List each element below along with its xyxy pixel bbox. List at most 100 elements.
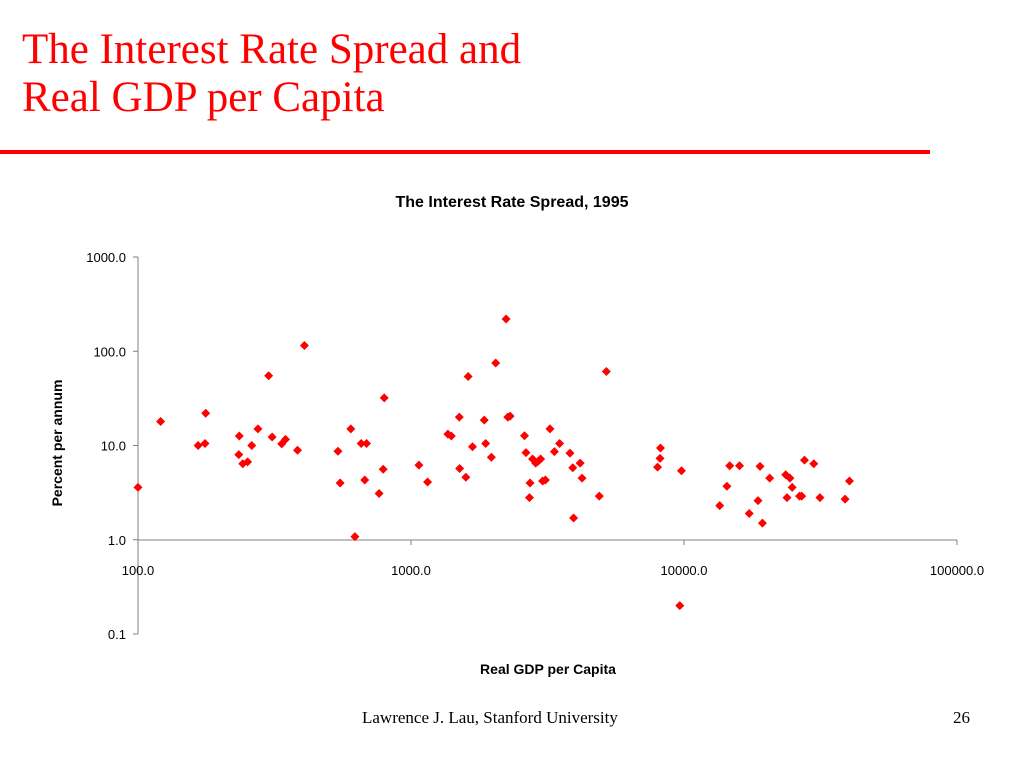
data-point <box>809 459 819 469</box>
chart-title: The Interest Rate Spread, 1995 <box>396 194 629 211</box>
data-point <box>757 518 767 528</box>
data-point <box>753 496 763 506</box>
data-point <box>423 477 433 487</box>
data-point <box>414 460 424 470</box>
data-point <box>787 482 797 492</box>
x-tick-label: 10000.0 <box>661 563 708 578</box>
data-point <box>486 452 496 462</box>
data-point <box>234 450 244 460</box>
data-point <box>264 371 274 381</box>
data-point <box>299 341 309 351</box>
data-point <box>575 458 585 468</box>
data-point <box>454 412 464 422</box>
data-point <box>461 472 471 482</box>
x-tick-label: 100.0 <box>122 563 155 578</box>
data-point <box>378 464 388 474</box>
title-divider <box>0 150 930 154</box>
data-point <box>346 424 356 434</box>
data-point <box>267 432 277 442</box>
data-point <box>360 475 370 485</box>
data-point <box>243 457 253 467</box>
data-point <box>468 442 478 452</box>
data-point <box>525 478 535 488</box>
data-point <box>744 508 754 518</box>
data-point <box>655 443 665 453</box>
page-number: 26 <box>953 708 970 727</box>
data-point <box>335 478 345 488</box>
y-tick-label: 1000.0 <box>86 250 126 265</box>
data-point <box>755 461 765 471</box>
data-point <box>463 371 473 381</box>
interest-spread-chart: The Interest Rate Spread, 1995 1000.0100… <box>49 194 984 677</box>
data-point <box>675 601 685 611</box>
y-tick-label: 100.0 <box>93 344 126 359</box>
data-point <box>521 448 531 458</box>
data-point <box>540 475 550 485</box>
data-point <box>356 439 366 449</box>
data-point <box>281 434 291 444</box>
data-point <box>156 416 166 426</box>
data-point <box>565 448 575 458</box>
data-point <box>782 493 792 503</box>
data-point <box>247 441 257 450</box>
slide-title-line-1: The Interest Rate Spread and <box>22 26 522 73</box>
data-point <box>655 453 665 463</box>
x-axis-title: Real GDP per Capita <box>480 661 616 677</box>
data-point <box>446 431 456 441</box>
data-point <box>653 462 663 472</box>
y-tick-label: 1.0 <box>108 533 126 548</box>
data-point <box>253 424 263 434</box>
data-point <box>481 439 491 449</box>
data-point <box>479 415 489 425</box>
slide-title: The Interest Rate Spread and Real GDP pe… <box>22 26 521 122</box>
data-point <box>333 446 343 456</box>
y-tick-label: 0.1 <box>108 627 126 642</box>
y-axis-title: Percent per annum <box>49 380 65 507</box>
data-point <box>201 408 211 418</box>
chart-tick-labels: 1000.0 100.0 10.0 1.0 0.1 100.0 1000.0 10000.0 1… <box>86 250 984 642</box>
data-point <box>524 493 534 503</box>
data-point <box>374 488 384 498</box>
data-point <box>725 461 735 471</box>
data-point <box>200 439 210 449</box>
data-point <box>536 454 546 464</box>
data-point <box>193 441 203 450</box>
data-point <box>505 411 515 421</box>
data-point <box>350 532 360 542</box>
data-point <box>735 461 745 471</box>
data-point <box>785 473 795 483</box>
chart-axes <box>133 256 958 635</box>
data-point <box>577 473 587 483</box>
data-point <box>815 493 825 503</box>
data-point <box>840 494 850 504</box>
data-point <box>545 424 555 434</box>
data-point <box>549 447 559 457</box>
data-point <box>797 491 807 501</box>
data-point <box>501 314 511 324</box>
data-point <box>491 358 501 368</box>
data-point <box>715 501 725 511</box>
data-point <box>133 482 143 492</box>
data-point <box>455 464 465 474</box>
data-point <box>293 445 303 455</box>
data-point <box>601 366 611 376</box>
x-tick-label: 1000.0 <box>391 563 431 578</box>
chart-data-points <box>133 314 854 611</box>
data-point <box>765 473 775 483</box>
data-point <box>555 439 565 449</box>
slide-title-line-2: Real GDP per Capita <box>22 74 385 121</box>
data-point <box>361 439 371 449</box>
data-point <box>569 513 579 523</box>
data-point <box>520 431 530 441</box>
y-tick-label: 10.0 <box>101 439 126 454</box>
footer-author: Lawrence J. Lau, Stanford University <box>362 708 618 727</box>
data-point <box>676 466 686 476</box>
data-point <box>799 455 809 465</box>
data-point <box>844 476 854 486</box>
data-point <box>568 463 578 473</box>
data-point <box>594 491 604 501</box>
data-point <box>722 481 732 491</box>
x-tick-label: 100000.0 <box>930 563 984 578</box>
data-point <box>234 431 244 441</box>
data-point <box>379 393 389 403</box>
